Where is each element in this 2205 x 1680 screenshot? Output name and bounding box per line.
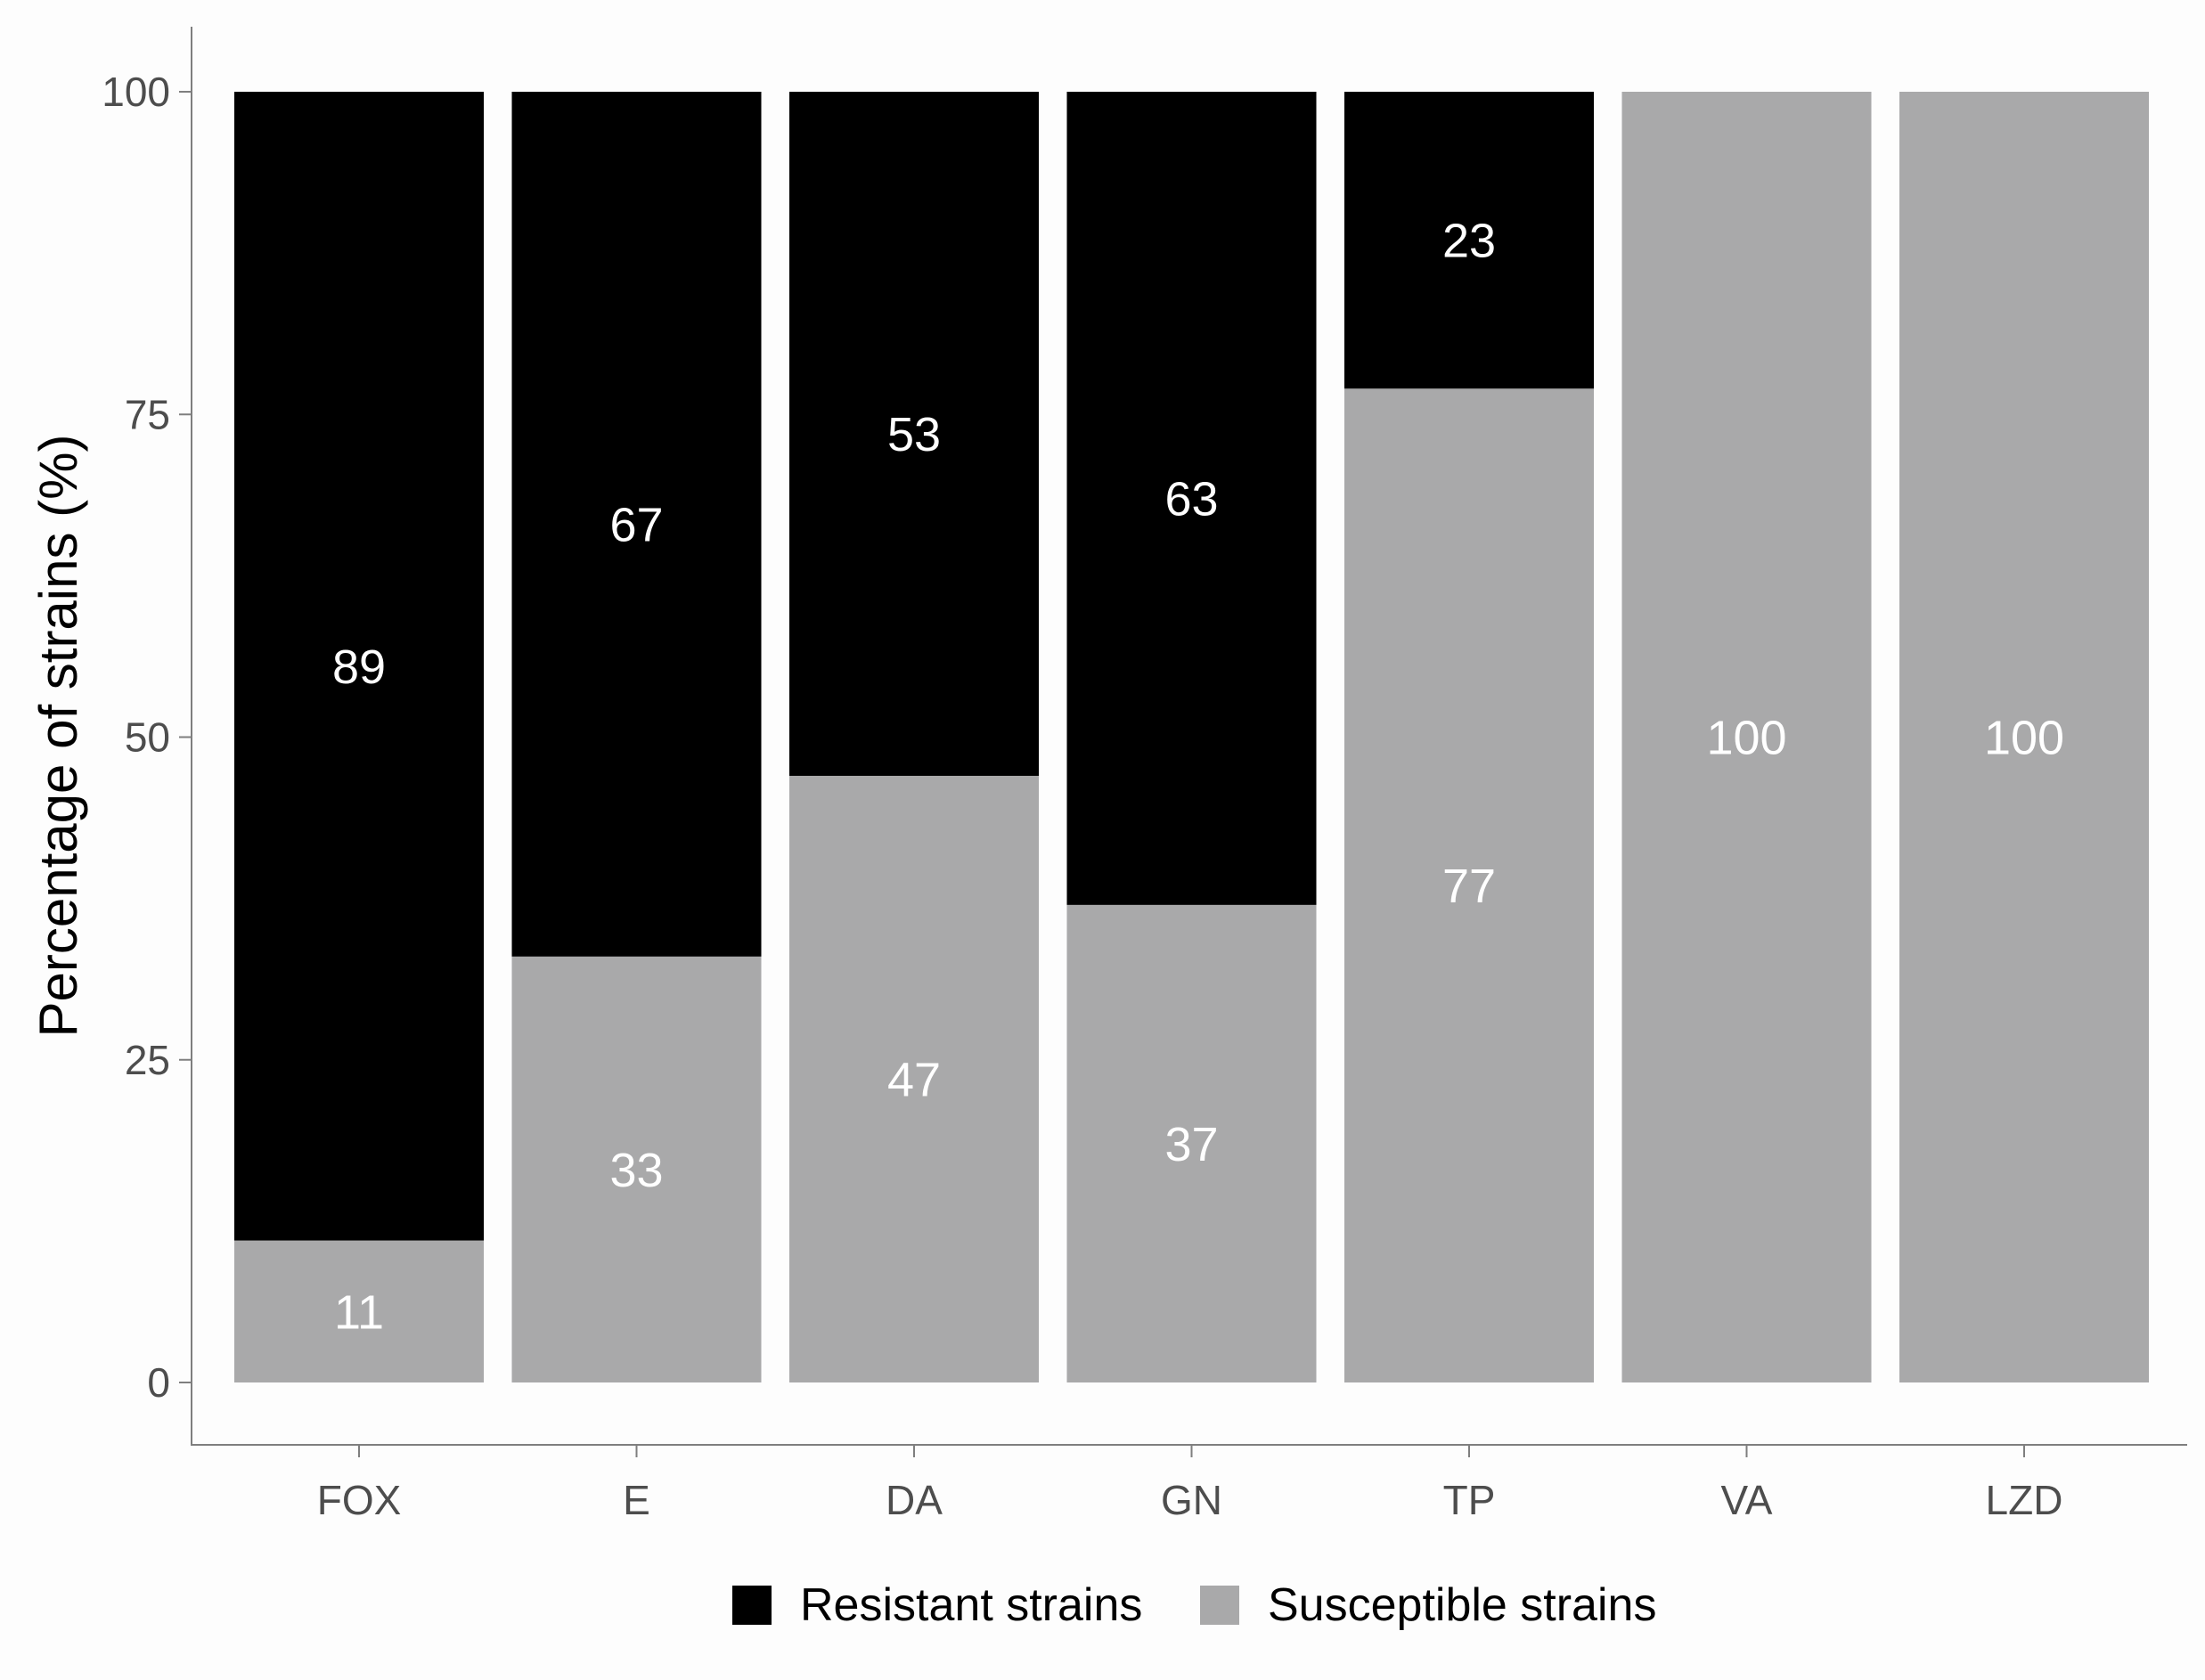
bar-segment-resistant-e xyxy=(511,92,762,957)
x-tick-label-gn: GN xyxy=(1161,1477,1222,1523)
data-label-resistant-e: 67 xyxy=(609,498,663,551)
y-axis-title: Percentage of strains (%) xyxy=(29,435,88,1038)
data-label-susceptible-gn: 37 xyxy=(1164,1118,1218,1171)
data-label-susceptible-va: 100 xyxy=(1706,712,1786,765)
data-label-susceptible-e: 33 xyxy=(609,1144,663,1197)
y-tick-label-100: 100 xyxy=(102,69,170,115)
legend-key-resistant xyxy=(732,1586,772,1625)
bar-segment-resistant-fox xyxy=(234,92,484,1241)
bar-segment-susceptible-gn xyxy=(1066,904,1317,1382)
x-tick-label-fox: FOX xyxy=(317,1477,402,1523)
legend-key-susceptible xyxy=(1200,1586,1239,1625)
x-tick-label-va: VA xyxy=(1721,1477,1773,1523)
y-tick-label-50: 50 xyxy=(125,714,170,761)
legend: Resistant strains Susceptible strains xyxy=(732,1579,1656,1631)
data-label-susceptible-da: 47 xyxy=(887,1053,941,1106)
bar-segment-resistant-tp xyxy=(1344,92,1594,389)
data-label-resistant-da: 53 xyxy=(887,408,941,461)
x-tick-label-lzd: LZD xyxy=(1986,1477,2063,1523)
legend-label-susceptible: Susceptible strains xyxy=(1268,1579,1656,1631)
axis-frame xyxy=(191,27,2187,1446)
data-label-susceptible-fox: 11 xyxy=(334,1285,384,1339)
bar-segment-resistant-da xyxy=(789,92,1039,776)
data-label-susceptible-tp: 77 xyxy=(1442,860,1496,913)
y-tick-label-25: 25 xyxy=(125,1037,170,1083)
y-tick-label-0: 0 xyxy=(147,1359,170,1406)
bar-segment-susceptible-fox xyxy=(234,1240,484,1382)
x-tick-label-da: DA xyxy=(886,1477,943,1523)
data-label-resistant-tp: 23 xyxy=(1442,215,1496,268)
y-tick-label-75: 75 xyxy=(125,391,170,437)
bar-segment-resistant-gn xyxy=(1066,92,1317,905)
x-tick-label-e: E xyxy=(623,1477,650,1523)
x-ticks-layer: FOX E DA GN TP VA LZD xyxy=(317,1445,2063,1523)
x-tick-label-tp: TP xyxy=(1443,1477,1496,1523)
axes-layer xyxy=(191,27,2187,1446)
bar-segment-susceptible-da xyxy=(789,775,1039,1382)
y-ticks-layer: 0 25 50 75 100 xyxy=(102,69,192,1406)
bars-layer xyxy=(234,92,2149,1382)
data-label-resistant-gn: 63 xyxy=(1164,472,1218,526)
bar-labels-layer: 11 89 33 67 47 53 37 63 77 23 100 100 xyxy=(332,215,2064,1340)
bar-segment-susceptible-lzd xyxy=(1899,92,2149,1382)
bar-segment-susceptible-va xyxy=(1621,92,1872,1382)
data-label-susceptible-lzd: 100 xyxy=(1984,712,2064,765)
legend-label-resistant: Resistant strains xyxy=(800,1579,1142,1631)
data-label-resistant-fox: 89 xyxy=(332,640,386,694)
bar-segment-susceptible-e xyxy=(511,956,762,1382)
bar-segment-susceptible-tp xyxy=(1344,388,1594,1382)
